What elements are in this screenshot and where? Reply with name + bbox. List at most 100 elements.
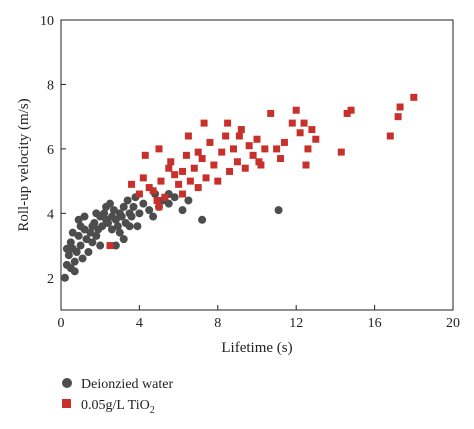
point-tio2 — [194, 148, 202, 156]
legend-label-tio2: 0.05g/L TiO2 — [81, 398, 155, 416]
legend-label-tio2-subscript: 2 — [150, 405, 155, 416]
legend-marker-tio2 — [62, 399, 71, 408]
point-deionzied-water — [170, 193, 179, 202]
legend-marker-deionzied-water — [62, 378, 72, 388]
point-deionzied-water — [88, 238, 97, 247]
y-tick-label: 10 — [40, 14, 54, 29]
point-tio2 — [153, 196, 161, 204]
point-tio2 — [165, 164, 173, 172]
point-tio2 — [139, 174, 147, 182]
point-tio2 — [273, 145, 281, 153]
point-tio2 — [179, 167, 187, 175]
point-tio2 — [128, 180, 136, 188]
legend-label-deionzied-water: Deionzied water — [81, 377, 173, 392]
point-tio2 — [261, 145, 269, 153]
point-tio2 — [190, 164, 198, 172]
point-tio2 — [302, 161, 310, 169]
point-deionzied-water — [64, 251, 73, 260]
point-deionzied-water — [78, 254, 87, 263]
point-tio2 — [167, 158, 175, 166]
point-tio2 — [308, 126, 316, 134]
point-tio2 — [410, 93, 418, 101]
point-tio2 — [135, 190, 143, 198]
x-axis-label: Lifetime (s) — [221, 340, 292, 356]
point-deionzied-water — [125, 222, 134, 231]
point-tio2 — [237, 126, 245, 134]
point-deionzied-water — [274, 206, 283, 215]
point-tio2 — [343, 109, 351, 117]
point-tio2 — [229, 145, 237, 153]
point-deionzied-water — [76, 241, 85, 250]
point-deionzied-water — [86, 228, 95, 237]
legend: Deionzied water 0.05g/L TiO2 — [62, 377, 173, 416]
point-tio2 — [304, 145, 312, 153]
point-deionzied-water — [119, 235, 128, 244]
point-deionzied-water — [102, 202, 111, 211]
point-deionzied-water — [178, 206, 187, 215]
point-deionzied-water — [70, 267, 79, 276]
point-tio2 — [255, 158, 263, 166]
point-deionzied-water — [104, 219, 113, 227]
x-tick-label: 8 — [214, 316, 221, 331]
point-tio2 — [161, 193, 169, 201]
point-deionzied-water — [74, 215, 83, 224]
point-deionzied-water — [115, 228, 124, 237]
point-tio2 — [347, 106, 355, 114]
point-deionzied-water — [80, 225, 89, 234]
point-deionzied-water — [145, 206, 154, 215]
y-axis-label: Roll-up velocity (m/s) — [16, 98, 32, 231]
point-tio2 — [312, 135, 320, 143]
point-deionzied-water — [66, 238, 75, 247]
point-deionzied-water — [92, 209, 101, 218]
point-deionzied-water — [80, 212, 89, 221]
point-tio2 — [222, 132, 230, 140]
point-tio2 — [155, 145, 163, 153]
y-tick-label: 2 — [47, 272, 54, 287]
point-tio2 — [394, 113, 402, 121]
point-tio2 — [155, 203, 163, 211]
point-tio2 — [198, 155, 206, 163]
legend-label-tio2-main: 0.05g/L TiO — [81, 398, 150, 413]
point-deionzied-water — [98, 222, 107, 231]
point-tio2 — [396, 103, 404, 111]
point-deionzied-water — [74, 231, 83, 240]
point-tio2 — [194, 184, 202, 192]
point-tio2 — [288, 119, 296, 127]
point-tio2 — [202, 174, 210, 182]
x-tick-label: 4 — [136, 316, 143, 331]
point-tio2 — [214, 177, 222, 185]
point-deionzied-water — [68, 228, 77, 237]
point-deionzied-water — [72, 248, 81, 256]
point-tio2 — [175, 180, 183, 188]
point-deionzied-water — [82, 235, 91, 244]
point-tio2 — [267, 109, 275, 117]
point-tio2 — [253, 135, 261, 143]
point-tio2 — [182, 151, 190, 159]
point-tio2 — [184, 132, 192, 140]
x-tick-label: 20 — [446, 316, 460, 331]
point-tio2 — [386, 132, 394, 140]
point-tio2 — [206, 138, 214, 146]
y-tick-label: 6 — [47, 143, 54, 158]
plot-frame — [60, 19, 454, 311]
point-deionzied-water — [70, 257, 79, 266]
point-tio2 — [186, 177, 194, 185]
point-deionzied-water — [60, 273, 69, 282]
data-points — [60, 93, 418, 282]
point-deionzied-water — [133, 222, 142, 231]
point-deionzied-water — [149, 212, 158, 221]
point-tio2 — [106, 242, 114, 250]
point-deionzied-water — [113, 222, 122, 231]
y-tick-label: 8 — [47, 78, 54, 93]
point-deionzied-water — [88, 222, 97, 231]
point-deionzied-water — [100, 209, 109, 218]
x-tick-label: 0 — [58, 316, 65, 331]
point-tio2 — [226, 167, 234, 175]
point-deionzied-water — [107, 225, 116, 234]
point-deionzied-water — [198, 215, 207, 224]
point-tio2 — [141, 151, 149, 159]
point-deionzied-water — [62, 244, 71, 253]
point-tio2 — [235, 132, 243, 140]
point-tio2 — [233, 158, 241, 166]
x-tick-label: 12 — [289, 316, 303, 331]
